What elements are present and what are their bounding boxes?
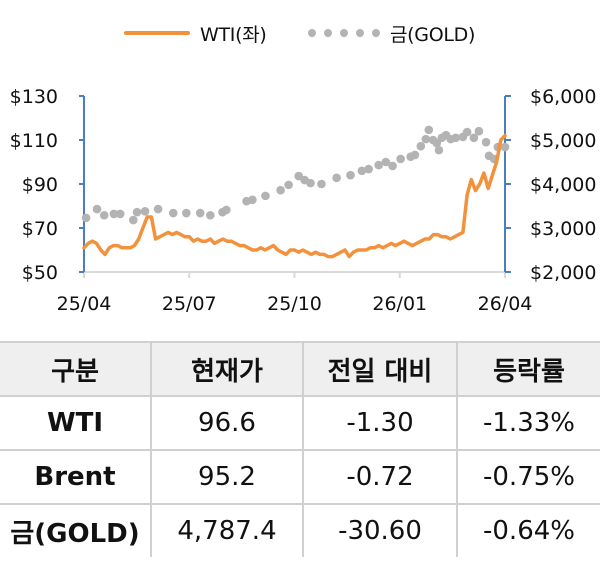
svg-text:$4,000: $4,000 <box>530 174 596 196</box>
x-axis-labels: 25/04 25/07 25/10 26/01 26/04 <box>57 293 533 315</box>
row-price: 96.6 <box>150 395 304 451</box>
header-price: 현재가 <box>150 341 304 397</box>
table-row: WTI 96.6 -1.30 -1.33% <box>0 395 600 451</box>
svg-text:$130: $130 <box>10 86 58 108</box>
svg-text:$110: $110 <box>10 130 58 152</box>
left-y-axis: $50 $70 $90 $110 $130 <box>10 86 85 284</box>
svg-text:26/04: 26/04 <box>478 293 533 315</box>
table-header-row: 구분 현재가 전일 대비 등락률 <box>0 341 600 397</box>
price-table: 구분 현재가 전일 대비 등락률 WTI 96.6 -1.30 -1.33% B… <box>0 341 600 557</box>
gold-series <box>81 125 510 225</box>
svg-text:$3,000: $3,000 <box>530 218 596 240</box>
wti-line-swatch-icon <box>124 31 190 35</box>
row-change: -0.72 <box>302 449 458 505</box>
row-name: WTI <box>0 395 152 451</box>
table-row: 금(GOLD) 4,787.4 -30.60 -0.64% <box>0 503 600 557</box>
svg-text:25/10: 25/10 <box>267 293 322 315</box>
header-category: 구분 <box>0 341 152 397</box>
row-name: Brent <box>0 449 152 505</box>
svg-text:$6,000: $6,000 <box>530 86 596 108</box>
right-y-axis: $2,000 $3,000 $4,000 $5,000 $6,000 <box>504 86 596 284</box>
svg-text:26/01: 26/01 <box>372 293 427 315</box>
row-price: 95.2 <box>150 449 304 505</box>
gold-dots-swatch-icon <box>308 29 380 37</box>
chart-legend: WTI(좌) 금(GOLD) <box>0 18 600 48</box>
line-chart: $50 $70 $90 $110 $130 $2,000 $3,000 $4,000 $5,0… <box>10 86 597 315</box>
row-change: -1.30 <box>302 395 458 451</box>
svg-text:$70: $70 <box>22 218 58 240</box>
svg-text:$90: $90 <box>22 174 58 196</box>
row-name: 금(GOLD) <box>0 503 152 557</box>
row-pct: -0.64% <box>456 503 600 557</box>
wti-series <box>82 133 507 259</box>
svg-text:25/04: 25/04 <box>57 293 112 315</box>
legend-label-gold: 금(GOLD) <box>390 23 476 46</box>
table-row: Brent 95.2 -0.72 -0.75% <box>0 449 600 505</box>
svg-text:$50: $50 <box>22 262 58 284</box>
legend-item-wti: WTI(좌) <box>124 18 267 48</box>
row-price: 4,787.4 <box>150 503 304 557</box>
legend-label-wti: WTI(좌) <box>200 23 267 46</box>
row-change: -30.60 <box>302 503 458 557</box>
row-pct: -1.33% <box>456 395 600 451</box>
svg-text:$5,000: $5,000 <box>530 130 596 152</box>
svg-text:$2,000: $2,000 <box>530 262 596 284</box>
header-pct: 등락률 <box>456 341 600 397</box>
header-change: 전일 대비 <box>302 341 458 397</box>
row-pct: -0.75% <box>456 449 600 505</box>
x-axis <box>83 271 506 278</box>
svg-text:25/07: 25/07 <box>162 293 217 315</box>
legend-item-gold: 금(GOLD) <box>308 18 475 48</box>
